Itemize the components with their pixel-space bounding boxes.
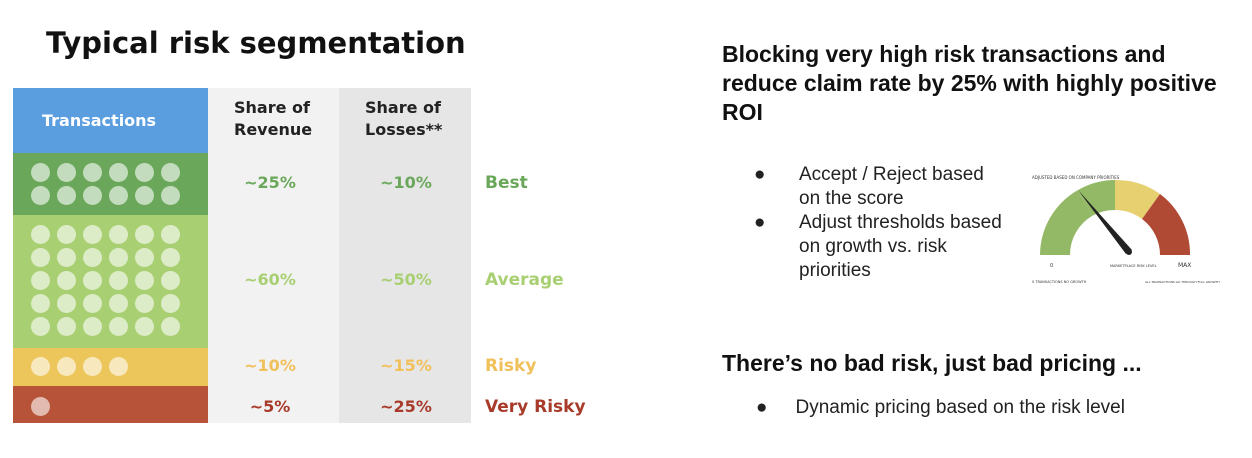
transaction-dot: [57, 271, 76, 290]
transaction-dot: [83, 186, 102, 205]
transaction-dot: [31, 186, 50, 205]
transaction-dot: [135, 163, 154, 182]
revenue-very-risky: ~5%: [249, 397, 291, 416]
transaction-dots-average: [31, 225, 180, 336]
bullet-item: ● Accept / Reject based on the score: [750, 163, 999, 211]
page-title: Typical risk segmentation: [46, 26, 466, 60]
transaction-dot: [57, 248, 76, 267]
transaction-dot: [109, 248, 128, 267]
transaction-dot: [135, 186, 154, 205]
transaction-dot: [57, 186, 76, 205]
transaction-dots-best: [31, 163, 180, 205]
transaction-dot: [135, 271, 154, 290]
gauge-label-max: MAX: [1178, 262, 1191, 269]
revenue-best: ~25%: [244, 173, 296, 192]
transaction-dot: [31, 357, 50, 376]
transaction-dot: [161, 294, 180, 313]
losses-best: ~10%: [380, 173, 432, 192]
gauge-label-right-bottom: ALL TRANSACTIONS GO THROUGH FULL GROWTH: [1145, 280, 1220, 284]
transaction-dot: [83, 317, 102, 336]
transaction-dot: [135, 248, 154, 267]
share-losses-header: Share of Losses**: [365, 98, 443, 139]
bullet-text: Accept / Reject based on the score: [799, 164, 984, 209]
transaction-dot: [161, 225, 180, 244]
bullet-item: ● Adjust thresholds based on growth vs. r…: [750, 211, 1009, 283]
losses-column-bg: [339, 88, 471, 423]
revenue-risky: ~10%: [244, 356, 296, 375]
transaction-dot: [109, 317, 128, 336]
transaction-dot: [109, 186, 128, 205]
risk-gauge: ADJUSTED BASED ON COMPANY PRIORITIES 0 M…: [1032, 175, 1220, 284]
transaction-dot: [161, 248, 180, 267]
label-best: Best: [485, 173, 528, 193]
transaction-dot: [57, 294, 76, 313]
bullet-dot-icon: ●: [754, 164, 766, 185]
losses-risky: ~15%: [380, 356, 432, 375]
transaction-dot: [31, 317, 50, 336]
losses-average: ~50%: [380, 270, 432, 289]
transaction-dot: [109, 271, 128, 290]
gauge-yellow: [1115, 179, 1160, 219]
transaction-dot: [135, 317, 154, 336]
transaction-dot: [109, 357, 128, 376]
label-average: Average: [485, 270, 564, 290]
transaction-dot: [31, 397, 50, 416]
transaction-dot: [83, 271, 102, 290]
gauge-needle: [1078, 190, 1132, 254]
losses-very-risky: ~25%: [380, 397, 432, 416]
share-revenue-header: Share of Revenue: [234, 98, 313, 139]
gauge-label-zero: 0: [1050, 263, 1053, 269]
transaction-dot: [83, 248, 102, 267]
transaction-dot: [83, 225, 102, 244]
bullet-text: Adjust thresholds based on growth vs. ri…: [799, 212, 1002, 281]
label-very-risky: Very Risky: [485, 397, 586, 417]
transaction-dot: [161, 163, 180, 182]
gauge-red: [1142, 194, 1191, 255]
gauge-label-top-left: ADJUSTED BASED ON COMPANY PRIORITIES: [1032, 175, 1120, 180]
transaction-dot: [161, 317, 180, 336]
pricing-heading: There’s no bad risk, just bad pricing ..…: [722, 350, 1142, 376]
transaction-dot: [109, 163, 128, 182]
gauge-green-low: [1040, 190, 1092, 255]
transaction-dot: [161, 271, 180, 290]
transaction-dot: [109, 225, 128, 244]
pricing-bullet: ● Dynamic pricing based on the risk level: [756, 397, 1125, 419]
revenue-column-bg: [208, 88, 339, 423]
bullet-dot-icon: ●: [754, 212, 766, 233]
transaction-dots-risky: [31, 357, 180, 376]
transaction-dot: [31, 271, 50, 290]
transaction-dot: [109, 294, 128, 313]
gauge-label-left-bottom: 0 TRANSACTIONS NO GROWTH: [1032, 280, 1087, 284]
transaction-dot: [57, 357, 76, 376]
bullet-text: Dynamic pricing based on the risk level: [795, 397, 1125, 418]
transaction-dot: [135, 294, 154, 313]
transaction-dot: [83, 163, 102, 182]
transaction-dot: [31, 163, 50, 182]
transaction-dot: [57, 317, 76, 336]
gauge-pivot: [1126, 249, 1132, 255]
gauge-label-mid: MARKETPLACE RISK LEVEL: [1110, 264, 1157, 268]
transaction-dot: [31, 248, 50, 267]
segment-band-best: [13, 153, 208, 215]
revenue-average: ~60%: [244, 270, 296, 289]
transaction-dot: [31, 294, 50, 313]
transaction-dot: [135, 225, 154, 244]
transaction-dot: [31, 225, 50, 244]
transaction-dot: [57, 225, 76, 244]
transaction-dot: [57, 163, 76, 182]
transactions-header-label: Transactions: [42, 111, 157, 130]
transaction-dot: [83, 294, 102, 313]
transaction-dot: [161, 186, 180, 205]
label-risky: Risky: [485, 356, 537, 376]
strategy-bullets: ● Accept / Reject based on the score ● Adj…: [750, 163, 1009, 283]
gauge-green-mid: [1078, 180, 1115, 216]
transactions-header: Transactions: [13, 88, 208, 153]
bullet-dot-icon: ●: [756, 397, 768, 418]
transaction-dots-very-risky: [31, 397, 180, 416]
right-heading: Blocking very high risk transactions and…: [722, 41, 1217, 125]
transaction-dot: [83, 357, 102, 376]
